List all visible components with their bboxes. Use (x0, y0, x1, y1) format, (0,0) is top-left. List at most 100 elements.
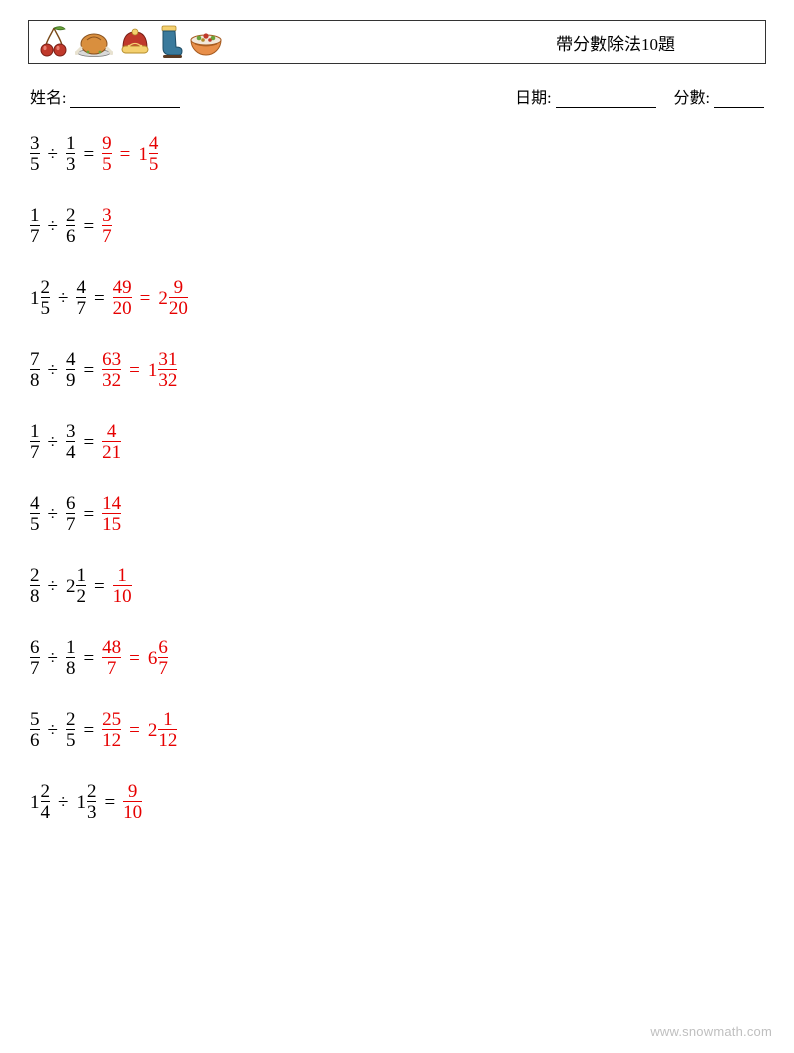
operator-divide: ÷ (56, 289, 70, 308)
operator-divide: ÷ (56, 793, 70, 812)
boot-icon (157, 24, 183, 60)
denominator: 10 (123, 801, 142, 822)
fraction: 421 (102, 422, 121, 462)
fraction: 6332 (102, 350, 121, 390)
footer-watermark: www.snowmath.com (650, 1024, 772, 1039)
fraction: 112 (158, 710, 177, 750)
problem-row: 17÷26=37 (30, 206, 766, 246)
denominator: 5 (149, 153, 159, 174)
fraction: 12 (76, 566, 86, 606)
fraction: 67 (158, 638, 168, 678)
fraction: 110 (113, 566, 132, 606)
numerator: 1 (66, 638, 76, 657)
whole-part: 1 (148, 361, 158, 380)
numerator: 49 (113, 278, 132, 297)
fraction: 95 (102, 134, 112, 174)
fraction: 49 (66, 350, 76, 390)
whole-part: 2 (148, 721, 158, 740)
numerator: 3 (102, 206, 112, 225)
numerator: 9 (102, 134, 112, 153)
denominator: 5 (30, 153, 40, 174)
denominator: 20 (113, 297, 132, 318)
date-field: 日期: (515, 84, 655, 108)
denominator: 6 (30, 729, 40, 750)
numerator: 31 (158, 350, 177, 369)
fraction: 24 (41, 782, 51, 822)
denominator: 7 (76, 297, 86, 318)
numerator: 9 (174, 278, 184, 297)
mixed-number: 125 (30, 278, 50, 318)
numerator: 3 (30, 134, 40, 153)
fraction: 26 (66, 206, 76, 246)
fraction: 47 (76, 278, 86, 318)
operator-divide: ÷ (46, 721, 60, 740)
numerator: 5 (30, 710, 40, 729)
fraction: 23 (87, 782, 97, 822)
fraction: 3132 (158, 350, 177, 390)
cherries-icon (39, 25, 69, 59)
name-blank[interactable] (70, 91, 180, 108)
problem-row: 28÷212=110 (30, 566, 766, 606)
numerator: 1 (66, 134, 76, 153)
info-left: 姓名: (30, 84, 180, 108)
denominator: 10 (113, 585, 132, 606)
equals-sign: = (127, 721, 142, 740)
numerator: 1 (163, 710, 173, 729)
numerator: 2 (66, 206, 76, 225)
denominator: 7 (30, 225, 40, 246)
whole-part: 1 (30, 793, 40, 812)
fraction: 2512 (102, 710, 121, 750)
whole-part: 1 (30, 289, 40, 308)
equals-sign: = (138, 289, 153, 308)
denominator: 32 (102, 369, 121, 390)
problem-row: 125÷47=4920=2920 (30, 278, 766, 318)
numerator: 25 (102, 710, 121, 729)
equals-sign: = (92, 577, 107, 596)
fraction: 67 (30, 638, 40, 678)
equals-sign: = (81, 649, 96, 668)
date-blank[interactable] (556, 91, 656, 108)
denominator: 6 (66, 225, 76, 246)
operator-divide: ÷ (46, 649, 60, 668)
denominator: 8 (66, 657, 76, 678)
fraction: 35 (30, 134, 40, 174)
numerator: 6 (66, 494, 76, 513)
numerator: 2 (41, 782, 51, 801)
fraction: 1415 (102, 494, 121, 534)
fraction: 17 (30, 206, 40, 246)
whole-part: 2 (158, 289, 168, 308)
fraction: 45 (30, 494, 40, 534)
operator-divide: ÷ (46, 217, 60, 236)
operator-divide: ÷ (46, 577, 60, 596)
numerator: 1 (30, 206, 40, 225)
denominator: 20 (169, 297, 188, 318)
equals-sign: = (118, 145, 133, 164)
worksheet-page: 帶分數除法10題 姓名: 日期: 分數: 35÷13=95=14517÷26=3… (0, 0, 794, 1053)
name-label: 姓名: (30, 90, 66, 107)
operator-divide: ÷ (46, 505, 60, 524)
equals-sign: = (92, 289, 107, 308)
fraction: 25 (41, 278, 51, 318)
operator-divide: ÷ (46, 361, 60, 380)
numerator: 2 (66, 710, 76, 729)
equals-sign: = (81, 145, 96, 164)
denominator: 3 (87, 801, 97, 822)
problem-row: 124÷123=910 (30, 782, 766, 822)
fraction: 487 (102, 638, 121, 678)
mixed-number: 667 (148, 638, 168, 678)
denominator: 4 (41, 801, 51, 822)
fraction: 56 (30, 710, 40, 750)
mixed-number: 212 (66, 566, 86, 606)
numerator: 4 (76, 278, 86, 297)
fraction: 920 (169, 278, 188, 318)
denominator: 8 (30, 369, 40, 390)
denominator: 7 (158, 657, 168, 678)
problem-row: 45÷67=1415 (30, 494, 766, 534)
mixed-number: 2920 (158, 278, 188, 318)
fraction: 34 (66, 422, 76, 462)
equals-sign: = (127, 361, 142, 380)
score-blank[interactable] (714, 91, 764, 108)
bowl-icon (189, 26, 223, 58)
fraction: 45 (149, 134, 159, 174)
denominator: 7 (102, 657, 121, 678)
